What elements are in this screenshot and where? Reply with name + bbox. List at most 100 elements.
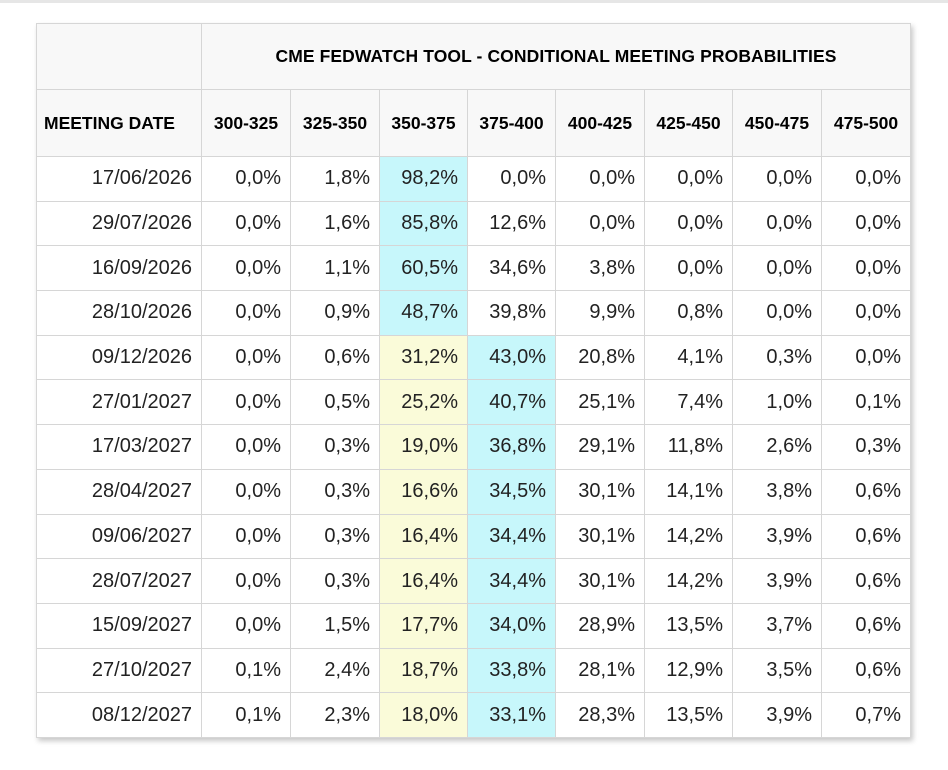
probability-cell: 0,0% [201, 245, 291, 292]
probability-cell: 39,8% [467, 290, 556, 336]
probability-cell: 14,1% [644, 468, 733, 515]
probability-cell: 19,0% [379, 424, 468, 470]
probability-cell: 1,1% [290, 245, 380, 292]
probability-cell: 31,2% [379, 334, 468, 381]
probability-cell: 9,9% [555, 290, 645, 336]
meeting-date-cell: 08/12/2027 [36, 692, 202, 738]
table-row: 08/12/2027 0,1% 2,3% 18,0% 33,1% 28,3% 13,5% 3,… [36, 692, 911, 738]
probability-cell: 0,6% [821, 647, 911, 694]
table-row: 09/12/2026 0,0% 0,6% 31,2% 43,0% 20,8% 4,1% 0,3… [36, 334, 911, 381]
probability-cell: 14,2% [644, 558, 733, 604]
probability-cell: 7,4% [644, 379, 733, 426]
probability-cell: 16,6% [379, 468, 468, 515]
table-row: 29/07/2026 0,0% 1,6% 85,8% 12,6% 0,0% 0,0% 0,0%… [36, 200, 911, 247]
table-body: 17/06/2026 0,0% 1,8% 98,2% 0,0% 0,0% 0,0% 0,0% 0… [36, 156, 911, 738]
probability-cell: 0,6% [821, 558, 911, 604]
probability-table-container: CME FEDWATCH TOOL - CONDITIONAL MEETING … [36, 23, 911, 738]
probability-cell: 0,3% [290, 468, 380, 515]
probability-cell: 0,3% [821, 424, 911, 470]
probability-cell: 0,6% [821, 468, 911, 515]
probability-cell: 0,0% [201, 290, 291, 336]
probability-cell: 13,5% [644, 692, 733, 738]
probability-cell: 0,1% [201, 692, 291, 738]
probability-cell: 16,4% [379, 558, 468, 604]
probability-cell: 25,2% [379, 379, 468, 426]
probability-cell: 3,8% [732, 468, 822, 515]
probability-cell: 17,7% [379, 602, 468, 649]
probability-cell: 30,1% [555, 558, 645, 604]
table-row: 16/09/2026 0,0% 1,1% 60,5% 34,6% 3,8% 0,0% 0,0%… [36, 245, 911, 292]
probability-cell: 4,1% [644, 334, 733, 381]
meeting-date-cell: 09/06/2027 [36, 513, 202, 560]
column-header-425-450: 425-450 [644, 89, 733, 157]
probability-cell: 16,4% [379, 513, 468, 560]
meeting-date-cell: 29/07/2026 [36, 200, 202, 247]
table-row: 28/07/2027 0,0% 0,3% 16,4% 34,4% 30,1% 14,2% 3,… [36, 558, 911, 604]
title-row: CME FEDWATCH TOOL - CONDITIONAL MEETING … [36, 23, 911, 90]
probability-cell: 18,7% [379, 647, 468, 694]
column-header-row: MEETING DATE 300-325 325-350 350-375 375-40… [36, 89, 911, 157]
probability-cell: 0,6% [821, 513, 911, 560]
probability-cell: 85,8% [379, 200, 468, 247]
probability-cell: 3,9% [732, 513, 822, 560]
probability-cell: 0,0% [821, 245, 911, 292]
probability-cell: 0,0% [821, 156, 911, 202]
probability-cell: 2,4% [290, 647, 380, 694]
probability-cell: 29,1% [555, 424, 645, 470]
probability-cell: 0,0% [467, 156, 556, 202]
probability-cell: 0,0% [201, 379, 291, 426]
probability-cell: 0,0% [201, 334, 291, 381]
probability-cell: 0,0% [201, 468, 291, 515]
probability-cell: 34,6% [467, 245, 556, 292]
table-row: 27/01/2027 0,0% 0,5% 25,2% 40,7% 25,1% 7,4% 1,0… [36, 379, 911, 426]
meeting-date-cell: 28/10/2026 [36, 290, 202, 336]
probability-cell: 1,6% [290, 200, 380, 247]
probability-cell: 1,8% [290, 156, 380, 202]
probability-cell: 0,6% [290, 334, 380, 381]
probability-cell: 0,7% [821, 692, 911, 738]
probability-cell: 12,6% [467, 200, 556, 247]
probability-cell: 33,8% [467, 647, 556, 694]
table-title: CME FEDWATCH TOOL - CONDITIONAL MEETING … [275, 46, 837, 66]
probability-cell: 0,3% [290, 558, 380, 604]
probability-cell: 0,0% [644, 200, 733, 247]
probability-cell: 28,1% [555, 647, 645, 694]
probability-cell: 0,8% [644, 290, 733, 336]
column-header-300-325: 300-325 [201, 89, 291, 157]
table-row: 17/06/2026 0,0% 1,8% 98,2% 0,0% 0,0% 0,0% 0,0% 0… [36, 156, 911, 202]
probability-cell: 0,6% [821, 602, 911, 649]
meeting-date-cell: 27/10/2027 [36, 647, 202, 694]
title-corner-cell [36, 23, 202, 90]
meeting-date-cell: 28/07/2027 [36, 558, 202, 604]
column-header-450-475: 450-475 [732, 89, 822, 157]
probability-cell: 43,0% [467, 334, 556, 381]
probability-cell: 2,3% [290, 692, 380, 738]
table-row: 15/09/2027 0,0% 1,5% 17,7% 34,0% 28,9% 13,5% 3,… [36, 602, 911, 649]
meeting-date-cell: 09/12/2026 [36, 334, 202, 381]
column-header-375-400: 375-400 [467, 89, 556, 157]
probability-cell: 3,7% [732, 602, 822, 649]
probability-cell: 0,0% [201, 424, 291, 470]
table-row: 17/03/2027 0,0% 0,3% 19,0% 36,8% 29,1% 11,8% 2,… [36, 424, 911, 470]
probability-cell: 0,9% [290, 290, 380, 336]
meeting-date-header: MEETING DATE [36, 89, 202, 157]
probability-table: CME FEDWATCH TOOL - CONDITIONAL MEETING … [36, 23, 911, 738]
probability-cell: 98,2% [379, 156, 468, 202]
probability-cell: 60,5% [379, 245, 468, 292]
probability-cell: 0,0% [201, 200, 291, 247]
probability-cell: 34,5% [467, 468, 556, 515]
probability-cell: 0,0% [732, 290, 822, 336]
probability-cell: 1,5% [290, 602, 380, 649]
probability-cell: 40,7% [467, 379, 556, 426]
probability-cell: 48,7% [379, 290, 468, 336]
probability-cell: 0,0% [201, 156, 291, 202]
meeting-date-cell: 17/03/2027 [36, 424, 202, 470]
probability-cell: 0,5% [290, 379, 380, 426]
meeting-date-cell: 28/04/2027 [36, 468, 202, 515]
table-row: 28/10/2026 0,0% 0,9% 48,7% 39,8% 9,9% 0,8% 0,0%… [36, 290, 911, 336]
probability-cell: 34,0% [467, 602, 556, 649]
probability-cell: 0,3% [732, 334, 822, 381]
probability-cell: 12,9% [644, 647, 733, 694]
probability-cell: 28,3% [555, 692, 645, 738]
probability-cell: 33,1% [467, 692, 556, 738]
